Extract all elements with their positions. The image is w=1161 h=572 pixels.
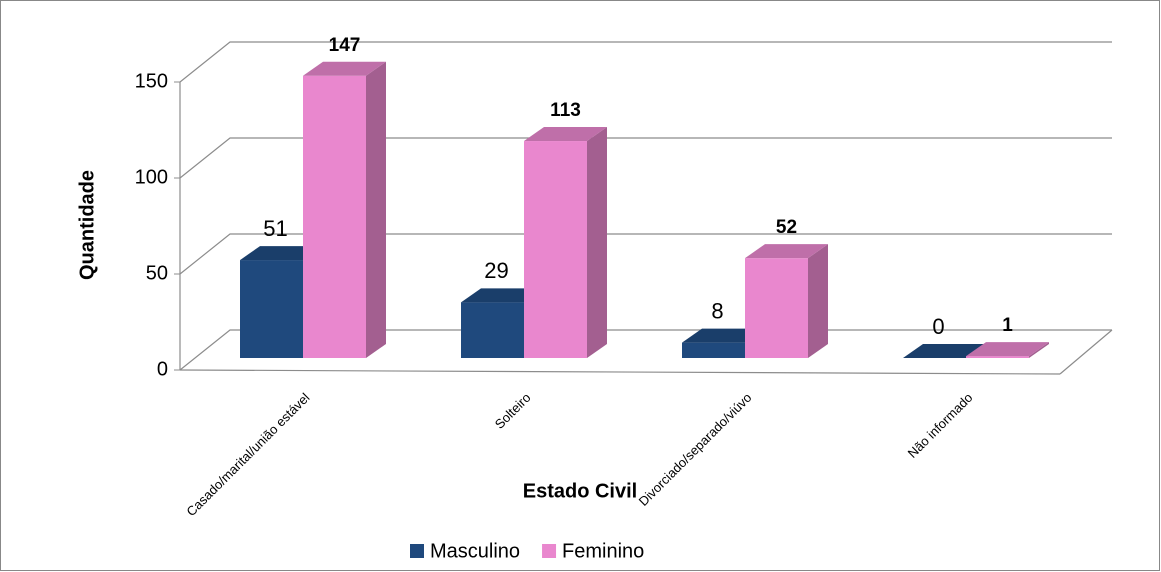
grid-line bbox=[179, 41, 1112, 83]
floor-edge bbox=[1059, 329, 1113, 375]
bar-side bbox=[1029, 342, 1049, 358]
bar-front bbox=[524, 141, 587, 358]
data-label: 52 bbox=[776, 217, 797, 238]
bar-top bbox=[303, 61, 386, 76]
bar-top bbox=[240, 246, 323, 261]
legend-label: Feminino bbox=[562, 540, 644, 562]
bar-top bbox=[524, 127, 607, 142]
y-tick-label: 50 bbox=[146, 262, 168, 284]
y-tick-label: 0 bbox=[157, 358, 168, 380]
y-tick-label: 150 bbox=[135, 70, 168, 92]
bar-side bbox=[366, 61, 386, 358]
bar-front bbox=[682, 342, 745, 358]
data-label: 29 bbox=[484, 258, 508, 283]
bar-front bbox=[461, 302, 524, 358]
bar-top bbox=[966, 342, 1049, 357]
bar-front bbox=[303, 75, 366, 358]
bar-front bbox=[745, 258, 808, 358]
data-label: 8 bbox=[711, 298, 723, 323]
bar-side bbox=[808, 244, 828, 358]
bar bbox=[745, 244, 828, 358]
bar bbox=[903, 344, 986, 358]
x-axis-title: Estado Civil bbox=[523, 480, 637, 502]
bar-front bbox=[240, 260, 303, 358]
y-axis-title: Quantidade bbox=[76, 170, 98, 280]
data-label: 1 bbox=[1002, 315, 1013, 336]
bar-top bbox=[745, 244, 828, 259]
data-label: 113 bbox=[550, 100, 581, 121]
bar-top bbox=[682, 328, 765, 343]
bar bbox=[524, 127, 607, 358]
legend-label: Masculino bbox=[430, 540, 520, 562]
bar-front bbox=[966, 356, 1029, 358]
bar-top bbox=[461, 288, 544, 303]
bar bbox=[966, 342, 1049, 358]
data-label: 0 bbox=[932, 314, 944, 339]
bar-side bbox=[587, 127, 607, 358]
y-tick-label: 100 bbox=[135, 166, 168, 188]
legend-swatch bbox=[542, 544, 557, 558]
legend-swatch bbox=[410, 544, 424, 558]
grid-line bbox=[179, 137, 1112, 179]
data-label: 147 bbox=[329, 35, 361, 56]
bar bbox=[303, 61, 386, 358]
grid-line bbox=[179, 233, 1112, 275]
floor-edge bbox=[179, 369, 1061, 375]
bar-top bbox=[903, 344, 986, 358]
data-label: 51 bbox=[263, 216, 287, 241]
